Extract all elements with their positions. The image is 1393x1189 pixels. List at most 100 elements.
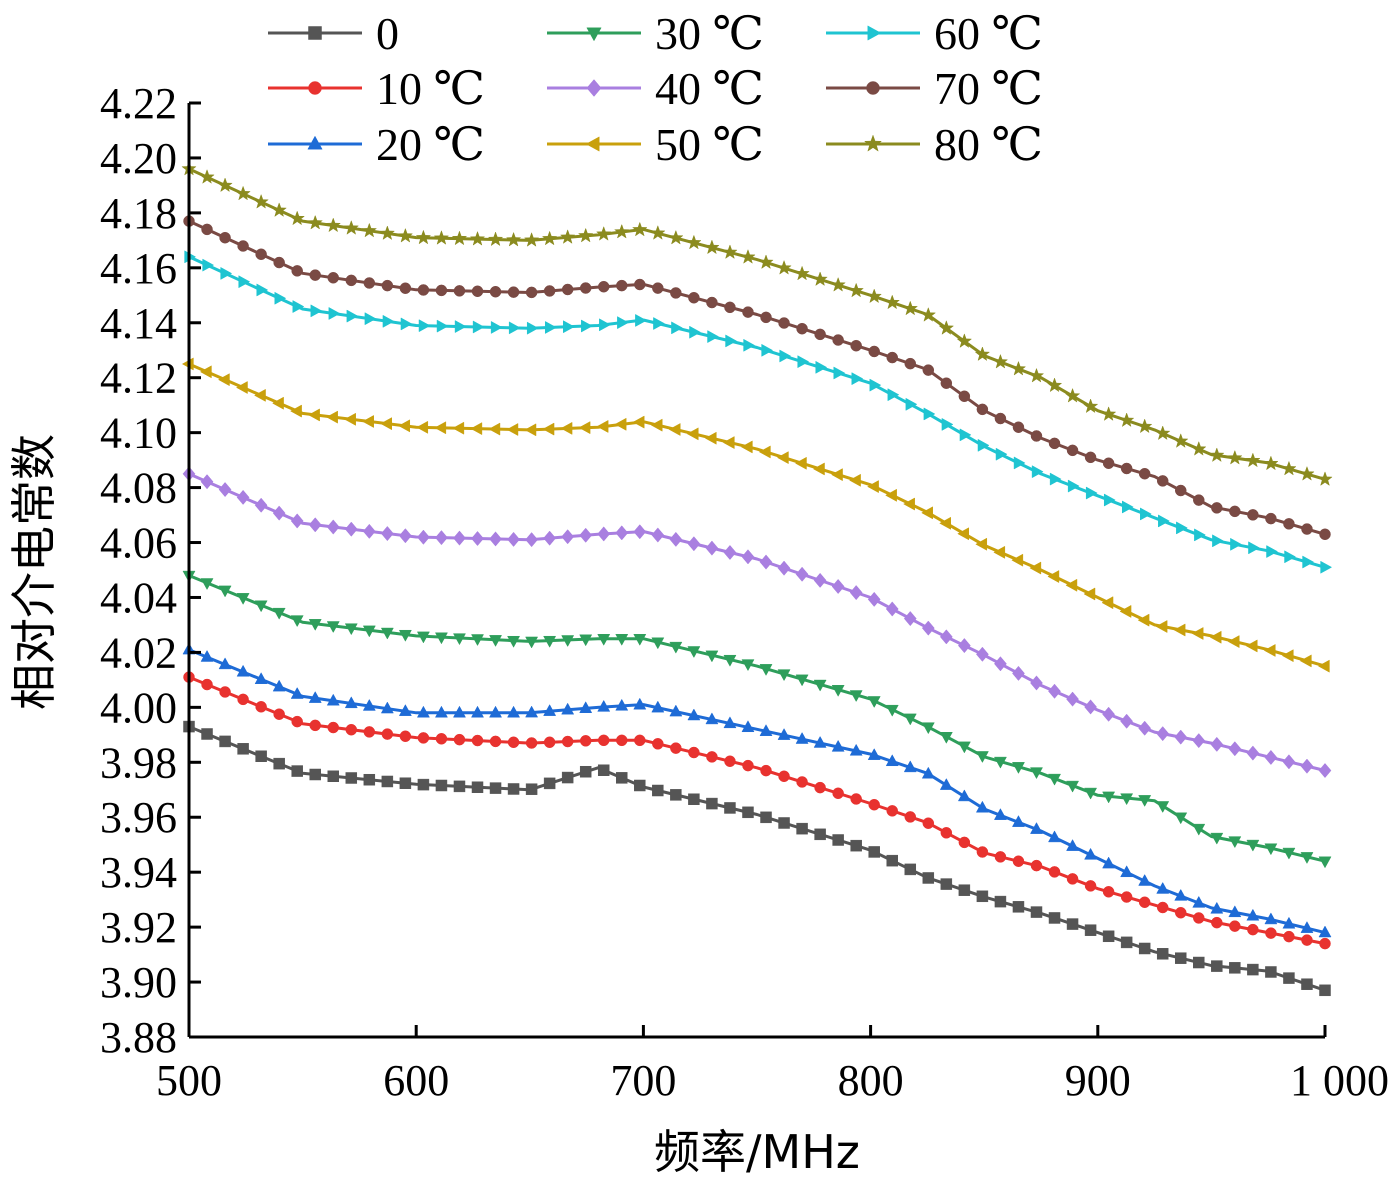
data-point [1119,604,1132,618]
data-point [1140,507,1152,521]
data-point [867,480,879,494]
data-point [1048,866,1061,878]
data-point [525,783,538,795]
data-point [415,229,432,245]
data-point [922,872,935,884]
data-point [398,704,412,716]
data-point [525,532,538,548]
data-point [599,318,611,332]
data-point [1120,891,1133,903]
data-point [362,523,376,539]
data-point [776,451,789,465]
series-markers-3 [182,570,1332,869]
data-point [903,713,917,726]
data-point [687,646,701,659]
data-point [742,759,754,772]
series-5 [181,357,1330,673]
data-point [1013,456,1026,470]
data-point [309,768,321,781]
data-point [327,721,340,734]
data-point [1012,421,1025,433]
data-point [218,585,232,598]
y-tick-label: 4.18 [100,189,177,238]
legend-marker [586,79,602,97]
data-point [885,601,899,617]
data-point [1192,733,1206,749]
data-point [579,282,592,294]
data-point [1047,570,1060,584]
data-point [742,306,754,318]
data-point [1156,475,1169,487]
data-point [451,230,468,246]
data-point [759,724,773,736]
legend-item-8: 80 ℃ [826,119,1043,170]
data-point [1227,635,1240,649]
data-point [291,765,303,777]
data-point [743,338,756,352]
data-point [363,773,376,786]
data-point [723,716,737,729]
data-point [921,506,933,520]
data-point [740,249,756,264]
data-point [399,777,412,789]
data-point [1048,773,1061,786]
data-point [1210,832,1224,845]
data-point [1174,729,1188,745]
data-point [1173,623,1186,637]
data-point [1158,514,1170,528]
data-point [416,420,429,434]
x-tick-label: 1 000 [1290,1056,1389,1105]
legend-marker [863,134,883,152]
data-point [868,345,880,358]
data-point [328,307,341,320]
data-point [309,719,321,732]
series-3 [182,570,1332,869]
data-point [867,591,881,607]
data-point [201,728,213,740]
data-point [416,631,430,644]
data-point [921,722,935,735]
legend-item-1: 10 ℃ [268,63,485,114]
data-point [273,708,285,720]
data-point [1209,447,1225,463]
data-point [777,669,791,682]
data-point [959,428,972,442]
data-point [777,560,791,576]
data-point [815,360,828,374]
data-point [1048,683,1061,699]
data-point [397,227,414,243]
data-point [1082,398,1099,414]
data-point [508,321,521,335]
data-point [778,817,790,829]
data-point [1247,963,1259,976]
data-point [886,854,898,867]
data-point [706,751,718,763]
data-point [488,422,501,436]
data-point [614,417,627,431]
data-point [201,678,213,691]
series-markers-5 [181,357,1330,673]
data-point [489,635,503,647]
data-point [615,525,629,541]
data-point [992,353,1009,369]
data-point [274,291,287,305]
data-point [364,312,377,326]
data-point [345,772,358,784]
data-point [993,545,1006,559]
data-point [507,736,520,749]
data-point [344,623,358,636]
data-point [1263,643,1276,657]
data-point [542,422,555,436]
series-line-6 [188,255,1326,569]
data-point [1319,984,1331,997]
data-point [416,705,430,718]
data-point [1263,455,1279,471]
x-tick-label: 600 [383,1056,449,1105]
data-point [291,715,303,728]
data-point [524,423,537,437]
data-point [453,733,466,746]
data-point [544,320,557,334]
data-point [1120,865,1134,878]
data-point [472,320,485,334]
legend-label: 60 ℃ [934,8,1043,59]
